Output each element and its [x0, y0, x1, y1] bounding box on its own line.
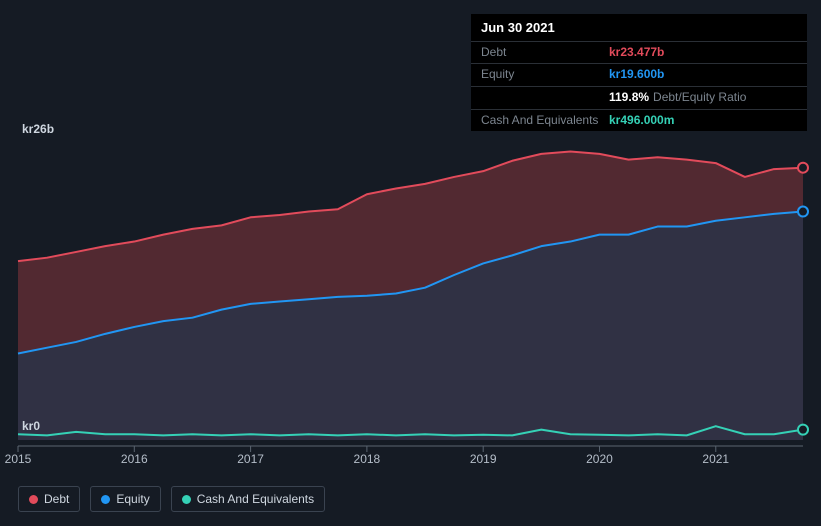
x-tick-label: 2016	[121, 452, 148, 466]
financial-area-chart: kr26b kr0 2015 2016 2017 2018 2019 2020 2021 J…	[0, 0, 821, 526]
tooltip-label: Equity	[481, 67, 609, 83]
tooltip-label: Debt	[481, 45, 609, 61]
y-axis-max-label: kr26b	[22, 122, 54, 136]
tooltip-value: kr496.000m	[609, 113, 674, 129]
legend-label: Debt	[44, 492, 69, 506]
tooltip-row: Equitykr19.600b	[471, 63, 807, 86]
legend-item[interactable]: Debt	[18, 486, 80, 512]
legend-dot-icon	[182, 495, 191, 504]
legend-item[interactable]: Equity	[90, 486, 160, 512]
chart-tooltip: Jun 30 2021 Debtkr23.477bEquitykr19.600b…	[471, 14, 807, 131]
tooltip-row: 119.8%Debt/Equity Ratio	[471, 86, 807, 109]
tooltip-row: Cash And Equivalentskr496.000m	[471, 109, 807, 132]
chart-legend: Debt Equity Cash And Equivalents	[18, 486, 325, 512]
x-tick-label: 2018	[354, 452, 381, 466]
tooltip-label: Cash And Equivalents	[481, 113, 609, 129]
tooltip-value: 119.8%Debt/Equity Ratio	[609, 90, 746, 106]
x-tick-label: 2019	[470, 452, 497, 466]
tooltip-value: kr23.477b	[609, 45, 664, 61]
legend-dot-icon	[29, 495, 38, 504]
legend-dot-icon	[101, 495, 110, 504]
y-axis-min-label: kr0	[22, 419, 40, 433]
tooltip-row: Debtkr23.477b	[471, 41, 807, 64]
tooltip-date: Jun 30 2021	[471, 14, 807, 41]
tooltip-value: kr19.600b	[609, 67, 664, 83]
tooltip-label	[481, 90, 609, 106]
legend-label: Equity	[116, 492, 149, 506]
x-tick-label: 2015	[5, 452, 32, 466]
x-tick-label: 2017	[237, 452, 264, 466]
legend-item[interactable]: Cash And Equivalents	[171, 486, 325, 512]
x-tick-label: 2021	[702, 452, 729, 466]
x-tick-label: 2020	[586, 452, 613, 466]
legend-label: Cash And Equivalents	[197, 492, 314, 506]
